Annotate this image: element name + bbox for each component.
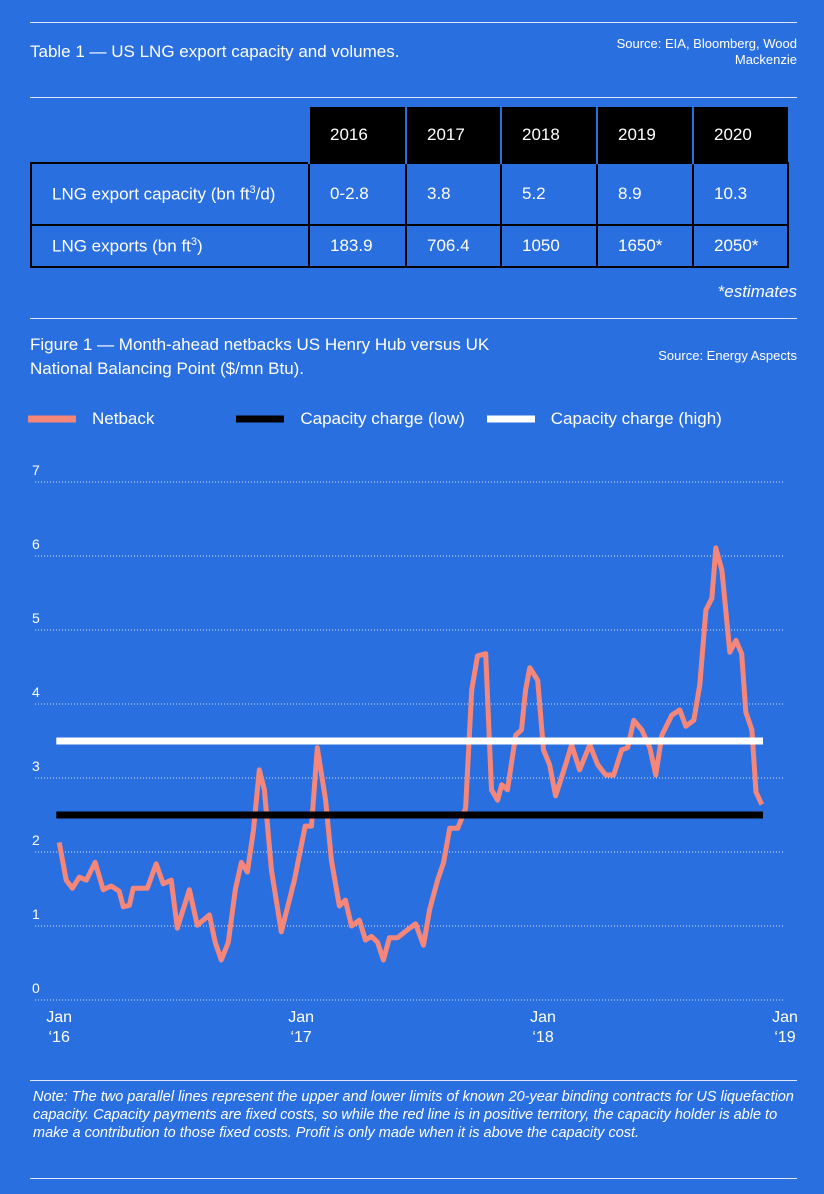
legend-label: Netback	[92, 409, 155, 428]
divider	[30, 1178, 797, 1179]
table-cell: 0-2.8	[308, 162, 407, 226]
table-cell: 1650*	[596, 224, 694, 268]
table-cell: 5.2	[500, 162, 598, 226]
legend-swatch	[236, 415, 285, 423]
chart-title: Figure 1 — Month-ahead netbacks US Henry…	[30, 335, 490, 378]
label-part: LNG exports (bn ft	[52, 236, 191, 256]
divider	[30, 22, 797, 23]
row-label: LNG exports (bn ft3)	[30, 224, 310, 268]
legend-label: Capacity charge (low)	[300, 409, 465, 428]
chart-source: Source: Energy Aspects	[658, 348, 797, 363]
series-line	[56, 545, 765, 963]
label-part: /d)	[255, 184, 276, 204]
x-tick-label: Jan ‘18	[530, 1009, 556, 1046]
superscript: 3	[249, 183, 256, 196]
column-header: 2018	[500, 107, 597, 163]
table-cell: 1050	[500, 224, 598, 268]
superscript: 3	[190, 235, 198, 248]
y-tick-label: 7	[32, 462, 40, 478]
table-cell: 10.3	[692, 162, 789, 226]
column-header: 2017	[405, 107, 501, 163]
divider	[30, 318, 797, 319]
y-tick-label: 3	[32, 758, 40, 774]
y-tick-label: 2	[32, 832, 40, 848]
table-row: LNG exports (bn ft3) 183.9 706.4 1050 1650* 2…	[30, 224, 789, 268]
legend-swatch	[28, 415, 76, 423]
legend-label: Capacity charge (high)	[550, 409, 722, 428]
table-source: Source: EIA, Bloomberg, Wood Mackenzie	[616, 36, 797, 67]
table-cell: 183.9	[308, 224, 407, 268]
y-tick-label: 0	[32, 980, 40, 996]
table-cell: 2050*	[692, 224, 789, 268]
column-header: 2016	[308, 107, 406, 163]
column-header: 2019	[596, 107, 693, 163]
table-row: LNG export capacity (bn ft3/d) 0-2.8 3.8 5.…	[30, 162, 789, 226]
table-cell: 8.9	[596, 162, 694, 226]
legend: Netback Capacity charge (low) Capacity cha…	[28, 409, 722, 429]
label-part: LNG export capacity (bn ft	[52, 184, 250, 204]
y-tick-label: 4	[32, 684, 40, 700]
table-footnote: *estimates	[717, 282, 797, 301]
table-cell: 3.8	[405, 162, 502, 226]
chart-note: Note: The two parallel lines represent t…	[33, 1089, 794, 1141]
x-tick-label: Jan ‘19	[772, 1009, 798, 1046]
y-tick-label: 1	[32, 906, 40, 922]
legend-swatch	[486, 415, 535, 423]
y-tick-label: 5	[32, 610, 40, 626]
x-tick-label: Jan ‘16	[46, 1009, 73, 1046]
column-header: 2020	[692, 107, 788, 163]
label-part: )	[197, 236, 203, 256]
divider	[30, 97, 797, 98]
y-tick-label: 6	[32, 536, 40, 552]
x-tick-label: Jan ‘17	[288, 1009, 315, 1046]
table-title: Table 1 — US LNG export capacity and vol…	[30, 42, 400, 61]
table-cell: 706.4	[405, 224, 502, 268]
row-label: LNG export capacity (bn ft3/d)	[30, 162, 310, 226]
divider	[30, 1080, 797, 1081]
data-table: 2016 2017 2018 2019 2020 LNG export capacity…	[30, 107, 789, 268]
